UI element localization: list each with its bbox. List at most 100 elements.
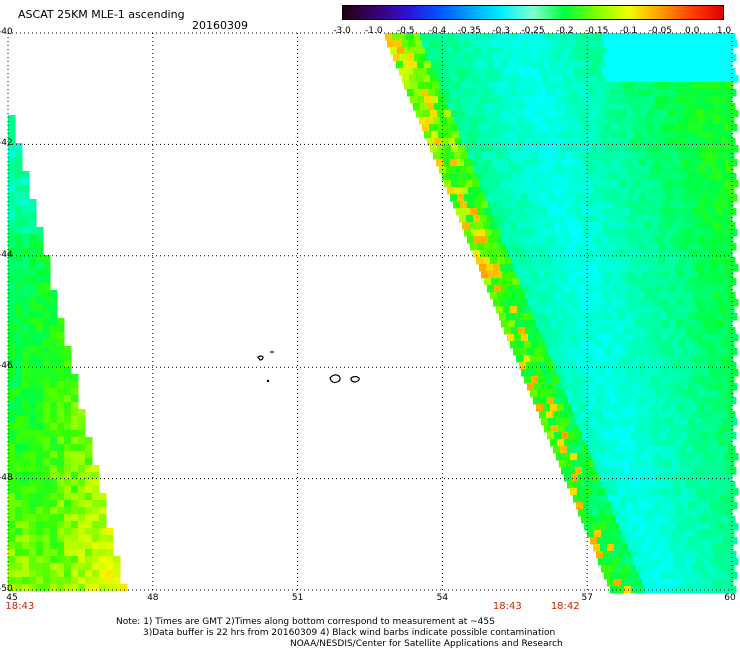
- wind-cell: [624, 278, 632, 286]
- wind-cell: [29, 514, 37, 522]
- wind-cell: [658, 481, 666, 489]
- wind-cell: [490, 68, 498, 76]
- wind-cell: [719, 355, 727, 363]
- wind-cell: [550, 215, 558, 223]
- wind-cell: [468, 152, 476, 160]
- wind-cell: [631, 362, 639, 370]
- wind-cell: [678, 376, 686, 384]
- wind-cell: [22, 388, 30, 396]
- wind-cell: [43, 416, 51, 424]
- wind-cell: [679, 222, 687, 230]
- wind-cell: [29, 458, 37, 466]
- wind-cell: [418, 47, 426, 55]
- wind-cell: [64, 381, 72, 389]
- wind-cell: [448, 138, 456, 146]
- wind-cell: [609, 138, 617, 146]
- wind-cell: [541, 194, 549, 202]
- wind-cell: [674, 383, 682, 391]
- wind-cell: [530, 166, 538, 174]
- wind-cell: [659, 586, 667, 594]
- wind-cell: [625, 348, 633, 356]
- wind-cell: [637, 327, 645, 335]
- wind-cell: [8, 402, 16, 410]
- wind-cell: [420, 68, 428, 76]
- wind-cell: [715, 586, 723, 594]
- latitude-label: -48: [0, 472, 13, 483]
- wind-cell: [15, 164, 23, 172]
- wind-cell: [92, 465, 100, 473]
- wind-cell: [537, 390, 545, 398]
- wind-cell: [663, 82, 671, 90]
- wind-cell: [29, 381, 37, 389]
- wind-cell: [633, 453, 641, 461]
- wind-cell: [36, 332, 44, 340]
- wind-cell: [637, 103, 645, 111]
- wind-cell: [593, 390, 601, 398]
- wind-cell: [562, 40, 570, 48]
- wind-cell: [406, 68, 414, 76]
- wind-cell: [64, 451, 72, 459]
- wind-cell: [651, 411, 659, 419]
- wind-cell: [582, 432, 590, 440]
- wind-cell: [616, 222, 624, 230]
- wind-cell: [580, 341, 588, 349]
- wind-cell: [731, 75, 739, 83]
- wind-cell: [448, 33, 456, 41]
- wind-cell: [627, 96, 635, 104]
- wind-cell: [592, 215, 600, 223]
- wind-cell: [43, 570, 51, 578]
- wind-cell: [595, 138, 603, 146]
- wind-cell: [669, 250, 677, 258]
- wind-cell: [487, 131, 495, 139]
- wind-cell: [691, 355, 699, 363]
- wind-cell: [664, 341, 672, 349]
- wind-cell: [593, 271, 601, 279]
- wind-cell: [731, 110, 739, 118]
- wind-cell: [454, 152, 462, 160]
- wind-cell: [433, 117, 441, 125]
- wind-cell: [509, 82, 517, 90]
- wind-cell: [525, 327, 533, 335]
- wind-cell: [500, 299, 508, 307]
- wind-cell: [617, 173, 625, 181]
- wind-cell: [641, 320, 649, 328]
- wind-cell: [663, 390, 671, 398]
- wind-cell: [566, 460, 574, 468]
- wind-cell: [515, 320, 523, 328]
- wind-cell: [504, 327, 512, 335]
- wind-cell: [484, 208, 492, 216]
- wind-cell: [667, 313, 675, 321]
- pass-time-label: 18:43: [492, 601, 522, 612]
- wind-cell: [596, 208, 604, 216]
- wind-cell: [628, 425, 636, 433]
- wind-cell: [591, 488, 599, 496]
- wind-cell: [530, 236, 538, 244]
- wind-cell: [607, 236, 615, 244]
- wind-cell: [635, 47, 643, 55]
- wind-cell: [533, 208, 541, 216]
- wind-cell: [622, 565, 630, 573]
- wind-cell: [684, 47, 692, 55]
- swath-cells: [8, 33, 739, 594]
- wind-cell: [664, 187, 672, 195]
- wind-cell: [22, 283, 30, 291]
- wind-cell: [577, 145, 585, 153]
- wind-cell: [577, 264, 585, 272]
- wind-cell: [57, 374, 65, 382]
- wind-cell: [681, 159, 689, 167]
- wind-cell: [589, 467, 597, 475]
- wind-cell: [621, 47, 629, 55]
- wind-cell: [672, 257, 680, 265]
- wind-cell: [646, 502, 654, 510]
- wind-cell: [539, 327, 547, 335]
- wind-cell: [427, 103, 435, 111]
- wind-cell: [569, 313, 577, 321]
- wind-cell: [692, 117, 700, 125]
- wind-cell: [628, 355, 636, 363]
- wind-cell: [99, 521, 107, 529]
- wind-cell: [585, 215, 593, 223]
- wind-cell: [471, 229, 479, 237]
- wind-cell: [568, 278, 576, 286]
- wind-cell: [15, 171, 23, 179]
- wind-cell: [575, 467, 583, 475]
